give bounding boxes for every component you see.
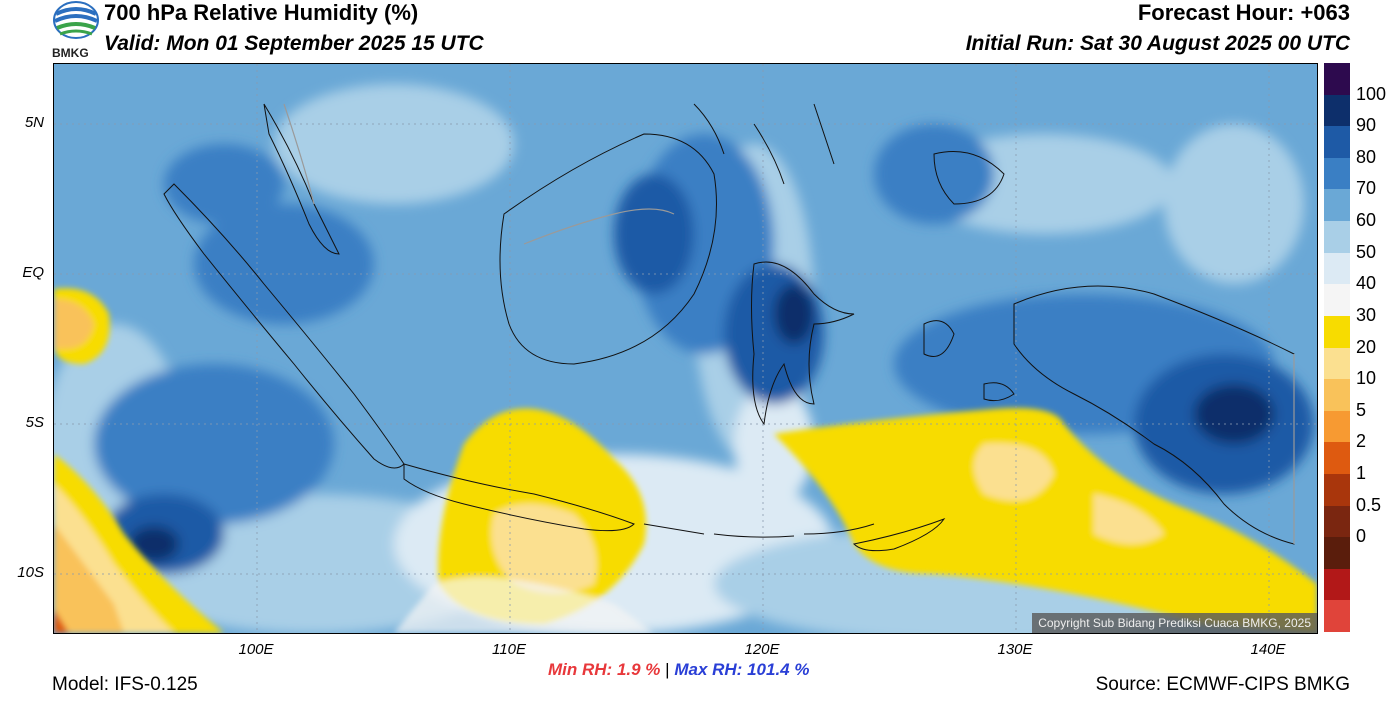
legend-label: 40 — [1356, 273, 1377, 294]
map-title: 700 hPa Relative Humidity (%) — [104, 0, 419, 25]
min-rh-label: Min RH: — [548, 660, 613, 679]
legend-swatch — [1324, 221, 1350, 254]
legend-swatch — [1324, 284, 1350, 317]
legend-label: 0.5 — [1356, 494, 1382, 515]
legend-swatch — [1324, 410, 1350, 443]
graticule — [54, 64, 1317, 633]
lat-label-5s: 5S — [25, 414, 44, 431]
legend-label: 0 — [1356, 526, 1367, 547]
valid-time: Valid: Mon 01 September 2025 15 UTC — [104, 32, 484, 55]
legend-label: 1 — [1356, 462, 1367, 483]
source-label: Source: ECMWF-CIPS BMKG — [1095, 674, 1350, 695]
legend-swatch — [1324, 473, 1350, 507]
bmkg-logo — [50, 0, 102, 60]
legend-swatch — [1324, 94, 1350, 127]
color-legend — [1324, 63, 1350, 633]
lon-label-120e: 120E — [744, 641, 780, 658]
lon-label-110e: 110E — [492, 641, 526, 658]
lat-label-10s: 10S — [17, 564, 44, 581]
legend-swatch — [1324, 537, 1350, 570]
lat-label-eq: EQ — [22, 264, 44, 281]
legend-label: 10 — [1356, 368, 1377, 389]
lon-label-130e: 130E — [997, 641, 1033, 658]
max-rh-label: Max RH: — [674, 660, 743, 679]
legend-swatch — [1324, 442, 1350, 475]
legend-swatch — [1324, 505, 1350, 538]
stats-separator: | — [665, 660, 670, 679]
legend-label: 2 — [1356, 431, 1367, 452]
lon-label-100e: 100E — [238, 641, 274, 658]
initial-run: Initial Run: Sat 30 August 2025 00 UTC — [965, 32, 1350, 55]
legend-label: 20 — [1356, 336, 1377, 357]
legend-label: 30 — [1356, 304, 1377, 325]
humidity-field — [54, 64, 1317, 633]
min-rh-value: 1.9 % — [616, 660, 661, 679]
legend-swatch — [1324, 315, 1350, 348]
legend-swatch — [1324, 189, 1350, 222]
legend-swatch — [1324, 157, 1350, 190]
legend-swatch — [1324, 347, 1350, 380]
legend-label: 5 — [1356, 399, 1367, 420]
legend-label: 80 — [1356, 146, 1377, 167]
legend-label: 60 — [1356, 210, 1377, 231]
legend-label: 90 — [1356, 115, 1377, 136]
legend-swatch — [1324, 63, 1350, 96]
legend-label: 50 — [1356, 241, 1377, 262]
legend-swatch — [1324, 252, 1350, 285]
copyright-notice: Copyright Sub Bidang Prediksi Cuaca BMKG… — [1032, 613, 1317, 633]
model-label: Model: IFS-0.125 — [52, 674, 198, 695]
lon-label-140e: 140E — [1250, 641, 1286, 658]
borders — [283, 103, 1295, 544]
legend-label: 100 — [1356, 83, 1387, 104]
legend-label: 70 — [1356, 178, 1377, 199]
rh-stats: Min RH: 1.9 % | Max RH: 101.4 % — [548, 660, 809, 680]
legend-swatch — [1324, 568, 1350, 601]
legend-swatch — [1324, 126, 1350, 159]
coastlines — [163, 103, 1295, 552]
lat-label-5n: 5N — [24, 114, 44, 131]
forecast-hour: Forecast Hour: +063 — [1137, 0, 1350, 25]
legend-swatch — [1324, 600, 1350, 633]
legend-swatch — [1324, 379, 1350, 412]
humidity-map: Copyright Sub Bidang Prediksi Cuaca BMKG… — [53, 63, 1318, 634]
max-rh-value: 101.4 % — [747, 660, 810, 679]
logo-text: BMKG — [52, 46, 89, 60]
